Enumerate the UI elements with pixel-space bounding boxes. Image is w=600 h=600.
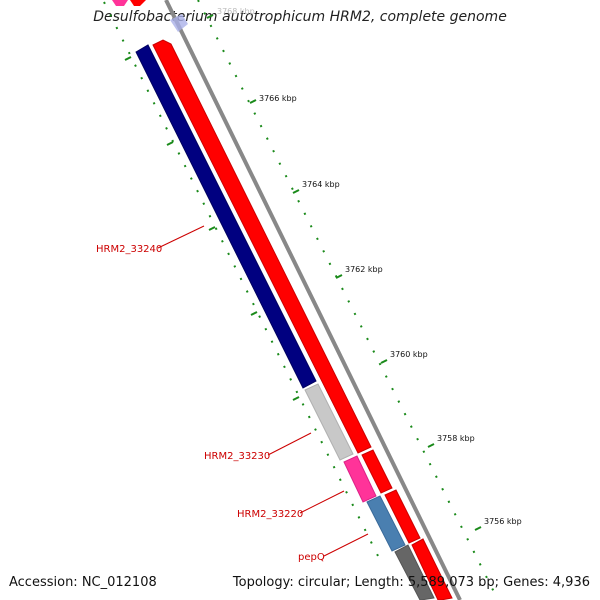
gene-label: HRM2_33220 [237,509,303,520]
summary-text: Topology: circular; Length: 5,589,073 bp… [232,575,590,590]
gene-arrow-pink [343,455,377,503]
map-title: Desulfobacterium autotrophicum HRM2, com… [93,9,507,25]
accession-text: Accession: NC_012108 [9,575,157,590]
tick-label: 3768 kbp [217,7,255,16]
gene-arrow-dark [394,544,435,600]
tick-label: 3758 kbp [437,434,475,443]
gene-leader-line [323,533,369,557]
tick-label: 3760 kbp [390,350,428,359]
tick-labels: 3768 kbp 3766 kbp 3764 kbp 3762 kbp 3760 kbp… [217,7,522,526]
gene-arrow-red-2 [361,449,393,494]
inner-ruler [103,1,381,561]
gene-label: HRM2_33230 [204,451,270,462]
gene-leader-line [299,490,345,514]
outer-ruler-major-ticks [206,14,482,531]
gene-arrow-pink-top [112,0,128,6]
gene-label: pepQ [298,552,325,563]
gene-leader-line [267,432,312,456]
gene-arrow-red-1 [152,39,372,454]
gene-arrow-faded [170,14,188,32]
tick-label: 3764 kbp [302,180,340,189]
backbone-line [164,0,462,600]
gene-labels: HRM2_33240 HRM2_33230 HRM2_33220 pepQ [96,225,369,563]
gene-arrow-red-3 [384,489,421,544]
gene-label: HRM2_33240 [96,244,162,255]
tick-label: 3762 kbp [345,265,383,274]
gene-arrow-red-4 [411,538,453,600]
gene-arrow-navy [135,44,317,389]
gene-arrow-red-top [130,0,146,6]
gene-leader-line [157,225,205,249]
gene-arrow-blue [366,495,406,552]
gene-arrow-gray [304,383,354,461]
tick-label: 3766 kbp [259,94,297,103]
inner-ruler-major-ticks [124,56,300,401]
tick-label: 3756 kbp [484,517,522,526]
